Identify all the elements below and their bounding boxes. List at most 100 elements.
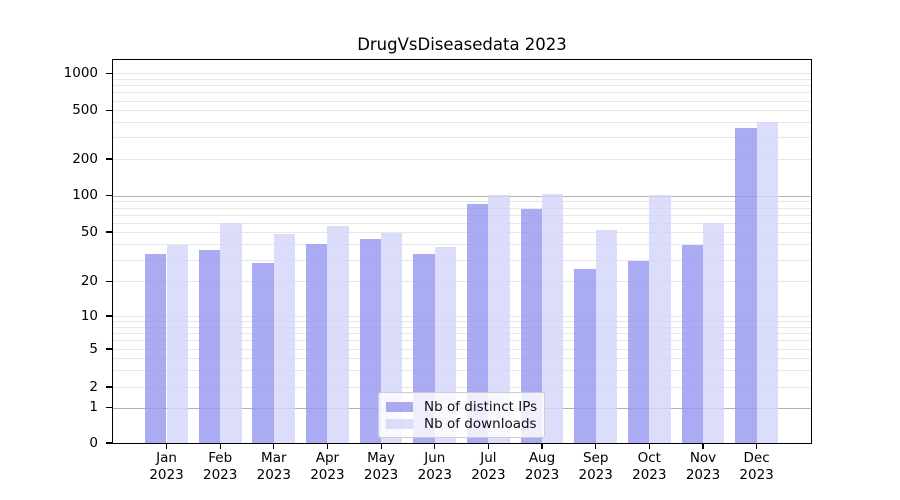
x-tick-label: May 2023 — [353, 450, 409, 483]
gridline-minor — [113, 100, 811, 102]
bar-downloads-oct — [649, 194, 671, 443]
legend-swatch-downloads — [386, 418, 413, 429]
x-tick — [219, 444, 221, 449]
x-tick-month: Oct — [637, 450, 661, 466]
bar-ips-sep — [574, 269, 596, 443]
y-tick-label: 500 — [72, 101, 98, 118]
legend-label: Nb of downloads — [424, 415, 537, 432]
x-tick — [541, 444, 543, 449]
gridline-minor — [113, 159, 811, 160]
bar-downloads-jul — [488, 194, 510, 443]
bar-ips-jan — [145, 254, 167, 443]
y-tick-label: 100 — [72, 187, 98, 204]
bar-downloads-nov — [703, 222, 725, 443]
x-tick — [648, 444, 650, 449]
bar-ips-oct — [627, 261, 650, 443]
gridline-minor — [113, 214, 811, 216]
x-tick-label: Jan 2023 — [139, 450, 195, 483]
x-tick-month: Apr — [315, 450, 340, 466]
gridline-minor — [113, 244, 811, 245]
gridline-minor — [113, 201, 811, 203]
y-tick-label: 5 — [89, 340, 98, 357]
bar-ips-aug — [520, 208, 542, 443]
gridline-minor — [113, 110, 811, 112]
x-tick-label: Feb 2023 — [192, 450, 248, 483]
gridline-minor — [113, 316, 811, 317]
bar-downloads-dec — [756, 122, 778, 443]
y-tick — [106, 442, 113, 444]
y-tick-label: 10 — [80, 307, 98, 324]
x-tick — [487, 444, 489, 449]
x-tick — [702, 444, 704, 449]
bar-ips-jul — [467, 204, 489, 443]
x-tick-label: Dec 2023 — [729, 450, 785, 483]
legend: Nb of distinct IPs Nb of downloads — [378, 392, 545, 438]
y-tick-label: 50 — [80, 223, 98, 240]
gridline-major — [113, 195, 811, 197]
gridline-minor — [113, 137, 811, 139]
bar-ips-nov — [681, 245, 703, 443]
x-tick-month: Nov — [689, 450, 717, 466]
x-tick-month: Dec — [743, 450, 770, 466]
x-tick-year: 2023 — [203, 466, 238, 483]
chart-title: DrugVsDiseasedata 2023 — [357, 35, 567, 54]
bar-downloads-feb — [220, 223, 242, 443]
y-tick — [106, 280, 113, 282]
gridline-minor — [113, 387, 811, 388]
x-tick — [380, 444, 382, 449]
y-tick — [106, 72, 113, 74]
x-tick-year: 2023 — [471, 466, 506, 483]
x-tick-label: Sep 2023 — [568, 450, 624, 483]
x-tick-month: Jun — [424, 450, 446, 466]
x-tick — [326, 444, 328, 449]
x-tick-month: Feb — [208, 450, 233, 466]
y-tick — [106, 231, 113, 233]
x-tick-label: Nov 2023 — [675, 450, 731, 483]
gridline-minor — [113, 326, 811, 328]
gridline-minor — [113, 85, 811, 87]
bar-ips-mar — [252, 263, 274, 443]
x-tick-label: Aug 2023 — [514, 450, 570, 483]
gridline-minor — [113, 207, 811, 209]
y-tick — [106, 109, 113, 111]
gridline-minor — [113, 370, 811, 372]
x-tick-label: Oct 2023 — [621, 450, 677, 483]
x-tick-year: 2023 — [632, 466, 667, 483]
gridline-minor — [113, 358, 811, 360]
gridline-minor — [113, 340, 811, 342]
bar-downloads-mar — [273, 234, 296, 443]
gridline-minor — [113, 122, 811, 124]
x-tick — [756, 444, 758, 449]
bar-downloads-jan — [166, 245, 188, 443]
gridline-minor — [113, 281, 811, 283]
x-tick-label: Apr 2023 — [299, 450, 355, 483]
y-tick — [106, 386, 113, 388]
x-tick-month: Jul — [480, 450, 497, 466]
bar-ips-feb — [198, 249, 221, 443]
x-tick-month: Aug — [528, 450, 556, 466]
x-tick-month: May — [367, 450, 396, 466]
bar-downloads-aug — [542, 194, 564, 443]
gridline-minor — [113, 92, 811, 94]
y-tick — [106, 406, 113, 409]
y-tick-label: 2 — [89, 378, 98, 395]
x-tick-year: 2023 — [310, 466, 345, 483]
y-tick-label: 1000 — [63, 64, 98, 81]
gridline-minor — [113, 321, 811, 322]
x-tick-year: 2023 — [256, 466, 291, 483]
y-tick-label: 1 — [89, 399, 98, 415]
y-tick — [106, 315, 113, 317]
x-tick-year: 2023 — [524, 466, 560, 483]
x-tick-year: 2023 — [363, 466, 399, 483]
gridline-minor — [113, 349, 811, 350]
x-tick-label: Mar 2023 — [246, 450, 302, 483]
y-tick — [106, 195, 113, 197]
x-tick — [165, 444, 168, 449]
x-tick — [273, 444, 275, 449]
bar-ips-apr — [306, 244, 328, 443]
y-tick-label: 200 — [72, 150, 98, 167]
x-tick — [434, 444, 436, 449]
x-tick-month: Sep — [582, 450, 609, 466]
x-tick-year: 2023 — [739, 466, 774, 483]
